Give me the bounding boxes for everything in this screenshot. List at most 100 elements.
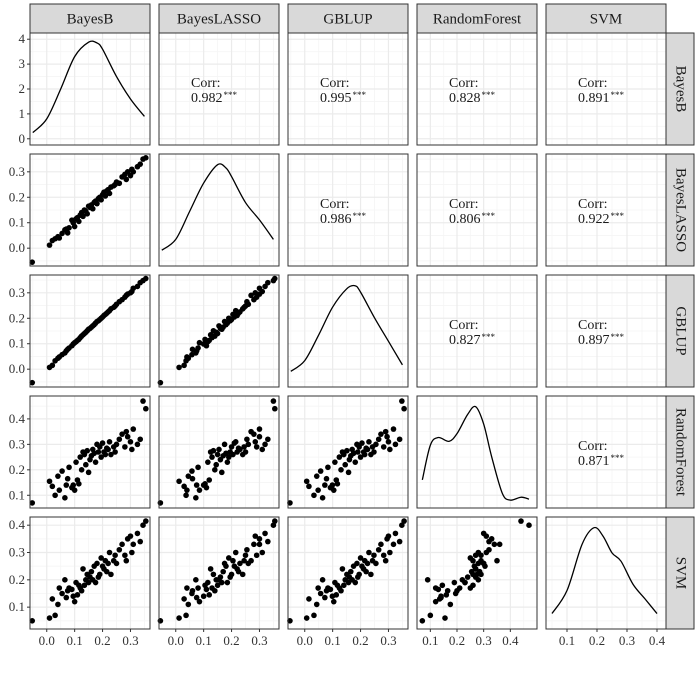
scatter-point [336,454,343,460]
scatter-point [80,566,86,572]
scatter-point [256,285,263,292]
scatter-point [252,290,259,296]
scatter-point [183,492,189,499]
scatter-point [272,275,278,282]
scatter-point [332,459,338,465]
scatter-point [143,155,149,161]
y-tick-label: 0.3 [9,164,25,179]
scatter-point [184,487,190,493]
scatter-point [221,441,228,448]
scatter-point [196,339,203,346]
scatter-point [189,587,196,594]
y-tick-label: 1 [19,106,26,121]
y-tick-label: 0.2 [9,572,25,587]
corr-value: 0.828 [449,91,481,106]
corr-label: Corr: [578,197,608,212]
scatter-point [232,307,239,314]
scatter-point [59,468,65,474]
scatter-point [70,482,77,488]
y-tick-label: 0.3 [9,285,25,300]
x-tick-label: 0.3 [476,633,492,648]
scatter-point [384,433,390,440]
scatter-point [206,592,213,598]
scatter-point [375,436,382,443]
scatter-point [390,426,397,432]
scatter-point [29,618,36,624]
scatter-point [256,426,263,432]
scatter-point [184,585,190,591]
corr-value: 0.891 [578,91,610,106]
scatter-point [327,586,334,593]
scatter-point [105,446,111,453]
scatter-point [491,541,498,548]
scatter-point [119,541,125,548]
x-tick-label: 0.3 [619,633,635,648]
corr-label: Corr: [191,76,221,91]
scatter-point [85,579,92,586]
corr-label: Corr: [449,76,479,91]
scatter-point [480,560,487,567]
y-tick-label: 0.1 [9,599,25,614]
panel-bayesb-randomforest [416,32,538,146]
scatter-point [373,560,379,567]
y-tick-label: 0.3 [9,436,25,451]
y-tick-label: 0.0 [9,240,25,255]
density-curve-bayeslasso [161,163,274,251]
corr-label: Corr: [578,318,608,333]
panel-gblup-gblup [287,274,409,388]
scatter-point [113,560,120,567]
scatter-point [196,487,203,493]
scatter-point [272,405,278,412]
scatter-point [157,379,164,386]
corr-value: 0.922 [578,212,610,227]
scatter-point [127,439,134,445]
scatter-point [476,568,483,575]
strip-top-gblup [287,3,409,34]
scatter-point [205,459,211,465]
scatter-point [253,444,260,450]
scatter-point [46,478,53,485]
corr-significance: *** [611,211,625,221]
scatter-point [424,577,431,583]
scatter-point [366,549,372,556]
scatter-point [334,481,341,487]
scatter-point [311,612,317,619]
scatter-point [303,615,310,621]
scatter-point [221,318,228,325]
scatter-point [80,213,86,220]
scatter-point [228,571,235,578]
scatter-point [66,225,72,231]
scatter-point [245,441,252,448]
scatter-point [526,522,532,528]
scatter-point [85,469,92,476]
scatter-point [338,587,344,594]
scatter-point [382,557,389,564]
scatter-point [108,571,114,578]
corr-significance: *** [224,90,238,100]
scatter-point [220,568,226,575]
panel-bayesb-gblup [287,32,409,146]
y-tick-label: 0.0 [9,361,25,376]
scatter-point [189,475,196,482]
y-tick-label: 0 [19,131,26,146]
scatter-point [230,557,236,564]
y-tick-label: 4 [19,31,26,46]
scatter-point [315,585,321,591]
scatter-point [185,473,192,479]
y-tick-label: 0.2 [9,189,25,204]
scatter-point [232,439,239,445]
scatter-point [392,441,399,448]
scatter-point [137,161,144,167]
scatter-point [270,398,277,404]
scatter-point [364,446,371,453]
scatter-point [333,592,340,598]
x-tick-label: 0.0 [168,633,184,648]
x-tick-label: 0.3 [122,633,138,648]
scatter-point [347,568,354,575]
scatter-point [122,444,128,450]
scatter-point [363,568,369,575]
scatter-point [262,530,268,537]
scatter-point [71,487,78,493]
scatter-point [265,279,271,286]
panel-svm-bayesb [29,516,151,630]
